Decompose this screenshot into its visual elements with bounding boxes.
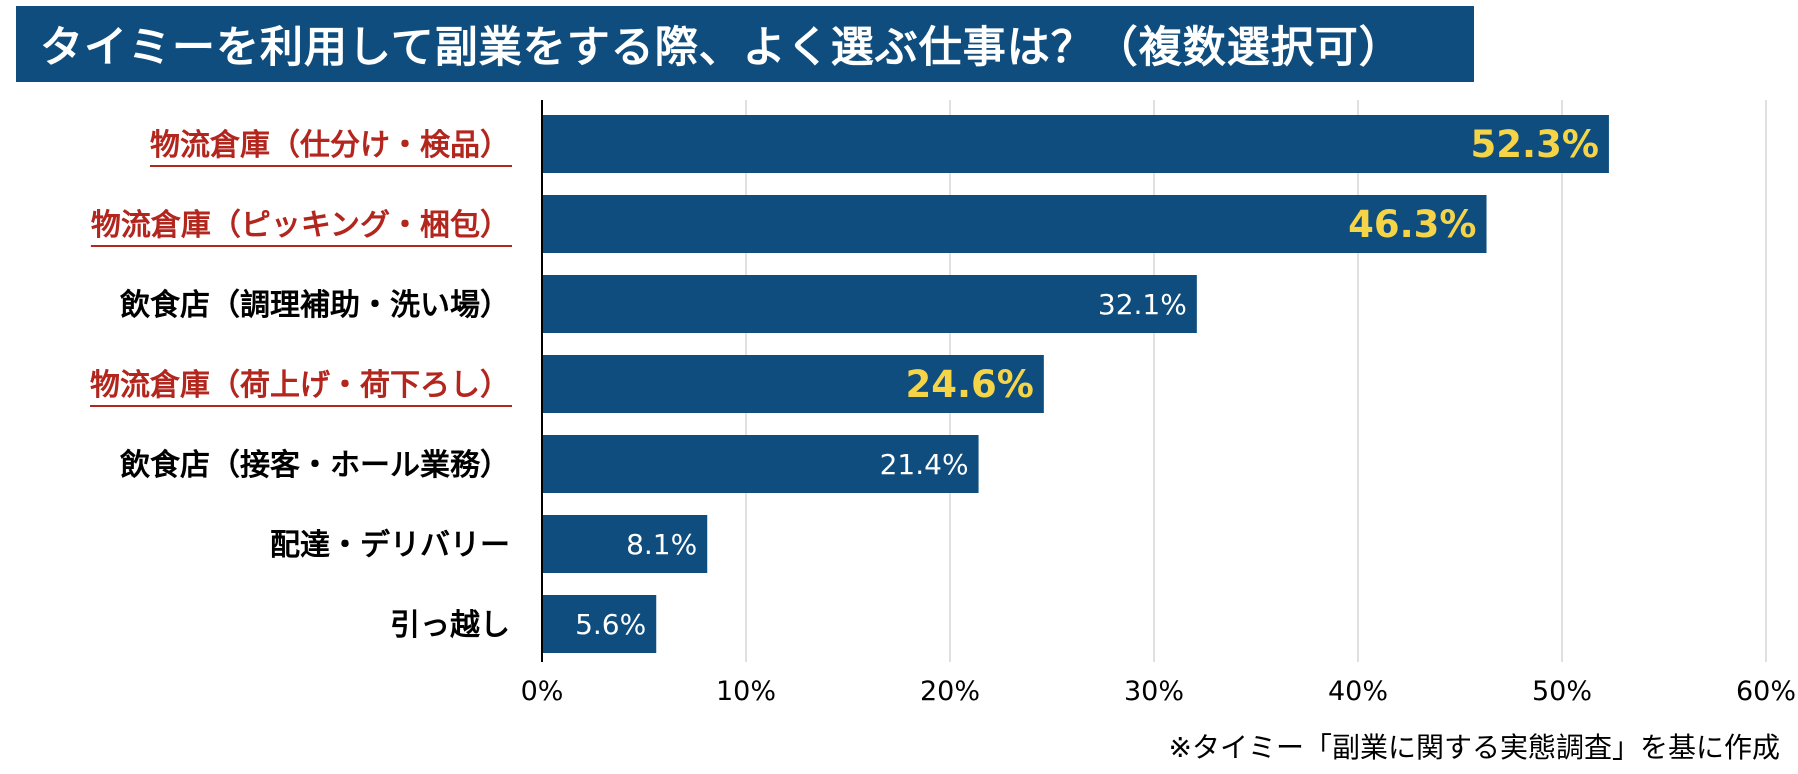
category-label: 物流倉庫（ピッキング・梱包）: [91, 208, 510, 243]
category-label: 引っ越し: [390, 608, 510, 643]
bar-value-label: 21.4%: [880, 448, 969, 481]
bar-value-label: 52.3%: [1471, 123, 1599, 166]
bar: [542, 195, 1487, 253]
bar: [542, 115, 1609, 173]
category-label: 配達・デリバリー: [270, 528, 510, 563]
x-tick-label: 40%: [1328, 676, 1388, 707]
bar: [542, 355, 1044, 413]
x-tick-label: 60%: [1736, 676, 1796, 707]
source-note: ※タイミー「副業に関する実態調査」を基に作成: [1168, 731, 1780, 764]
x-tick-label: 0%: [521, 676, 564, 707]
bar-value-label: 32.1%: [1098, 288, 1187, 321]
bar-value-label: 8.1%: [626, 528, 697, 561]
bar-value-label: 46.3%: [1348, 203, 1476, 246]
x-tick-label: 10%: [716, 676, 776, 707]
category-label: 飲食店（接客・ホール業務）: [120, 448, 510, 483]
bar-value-label: 5.6%: [575, 608, 646, 641]
x-tick-label: 20%: [920, 676, 980, 707]
bar: [542, 515, 708, 573]
bar: [542, 595, 657, 653]
category-label: 物流倉庫（荷上げ・荷下ろし）: [90, 368, 510, 403]
category-label: 飲食店（調理補助・洗い場）: [120, 288, 510, 323]
chart-title: タイミーを利用して副業をする際、よく選ぶ仕事は？（複数選択可）: [40, 23, 1403, 73]
x-tick-label: 30%: [1124, 676, 1184, 707]
chart-title-banner: タイミーを利用して副業をする際、よく選ぶ仕事は？（複数選択可）: [16, 6, 1474, 82]
bar: [542, 275, 1197, 333]
category-label: 物流倉庫（仕分け・検品）: [150, 128, 510, 163]
bar: [542, 435, 979, 493]
bar-value-label: 24.6%: [905, 363, 1033, 406]
x-tick-label: 50%: [1532, 676, 1592, 707]
